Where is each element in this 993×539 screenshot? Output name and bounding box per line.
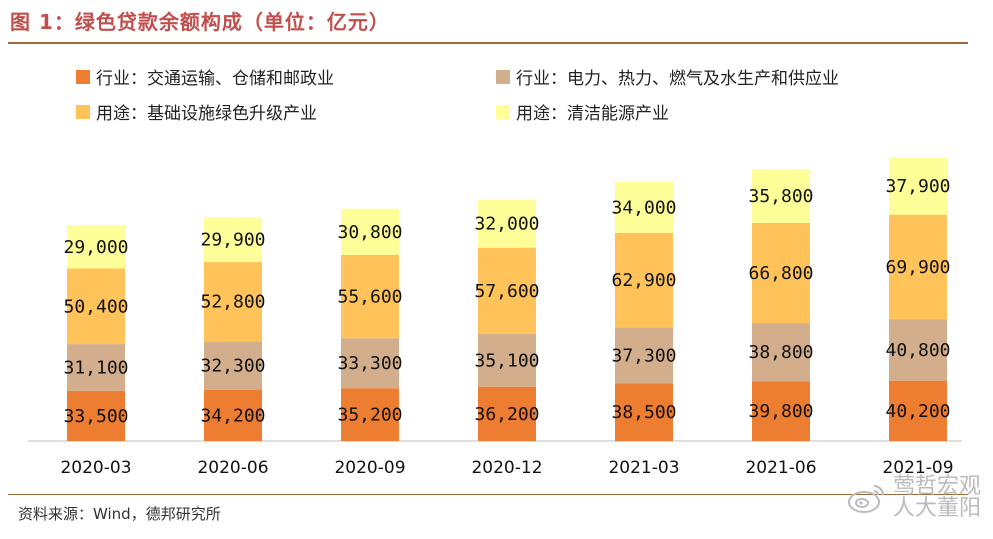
bar-power-2020-12 [478,334,536,387]
bar-infrastructure-2020-09 [341,254,399,339]
data-label-clean-energy-2021-09: 37,900 [885,176,950,197]
bar-transport-2020-03 [67,390,125,441]
x-tick-label-2021-09: 2021-09 [882,458,953,478]
source-note: 资料来源：Wind，德邦研究所 [18,505,221,523]
data-label-transport-2021-09: 40,200 [885,401,950,422]
data-label-power-2021-09: 40,800 [885,340,950,361]
legend-label-clean-energy: 用途：清洁能源产业 [516,104,669,124]
legend-label-power: 行业：电力、热力、燃气及水生产和供应业 [516,69,839,89]
data-label-power-2021-03: 37,300 [611,345,676,366]
legend-item-infrastructure: 用途：基础设施绿色升级产业 [76,99,317,124]
data-label-clean-energy-2021-06: 35,800 [748,186,813,207]
bar-power-2020-06 [204,341,262,390]
legend-item-power: 行业：电力、热力、燃气及水生产和供应业 [496,64,839,89]
legend-swatch-power [496,69,510,84]
legend-item-transport: 行业：交通运输、仓储和邮政业 [76,64,334,89]
bar-clean-energy-2021-06 [752,169,810,223]
bar-transport-2021-03 [615,383,673,441]
data-label-transport-2020-09: 35,200 [337,405,402,426]
data-label-infrastructure-2020-09: 55,600 [337,287,402,308]
data-label-clean-energy-2020-12: 32,000 [474,214,539,235]
legend-label-infrastructure: 用途：基础设施绿色升级产业 [96,104,317,124]
data-label-clean-energy-2020-09: 30,800 [337,222,402,243]
data-label-power-2020-12: 35,100 [474,350,539,371]
bar-infrastructure-2020-06 [204,262,262,342]
data-label-power-2021-06: 38,800 [748,342,813,363]
legend-swatch-clean-energy [496,104,510,119]
data-label-transport-2020-12: 36,200 [474,404,539,425]
data-label-transport-2020-03: 33,500 [63,406,128,427]
bar-infrastructure-2020-03 [67,268,125,345]
bar-transport-2020-09 [341,388,399,441]
data-label-clean-energy-2021-03: 34,000 [611,197,676,218]
data-label-infrastructure-2021-06: 66,800 [748,263,813,284]
data-label-transport-2020-06: 34,200 [200,405,265,426]
data-label-transport-2021-03: 38,500 [611,402,676,423]
x-tick-label-2020-09: 2020-09 [334,458,405,478]
bar-transport-2021-06 [752,381,810,441]
data-label-power-2020-03: 31,100 [63,357,128,378]
data-label-infrastructure-2020-06: 52,800 [200,292,265,313]
bar-power-2021-06 [752,323,810,382]
data-label-infrastructure-2020-03: 50,400 [63,296,128,317]
top-divider [8,42,968,44]
data-label-infrastructure-2021-09: 69,900 [885,257,950,278]
data-label-clean-energy-2020-03: 29,000 [63,237,128,258]
bar-infrastructure-2021-09 [889,214,947,320]
bottom-divider [8,494,968,495]
x-tick-label-2020-03: 2020-03 [60,458,131,478]
bar-clean-energy-2020-12 [478,199,536,248]
legend-label-transport: 行业：交通运输、仓储和邮政业 [96,69,334,89]
data-label-clean-energy-2020-06: 29,900 [200,230,265,251]
legend-item-clean-energy: 用途：清洁能源产业 [496,99,669,124]
data-label-infrastructure-2021-03: 62,900 [611,270,676,291]
data-label-transport-2021-06: 39,800 [748,401,813,422]
x-tick-label-2021-06: 2021-06 [745,458,816,478]
bar-power-2020-03 [67,344,125,391]
bar-clean-energy-2020-03 [67,225,125,269]
x-tick-label-2020-06: 2020-06 [197,458,268,478]
bar-transport-2020-06 [204,389,262,441]
data-label-power-2020-06: 32,300 [200,355,265,376]
bar-transport-2020-12 [478,386,536,441]
data-label-power-2020-09: 33,300 [337,353,402,374]
watermark-line1: 莺哲宏观 [892,474,981,499]
watermark-line2: 人大董阳 [892,496,981,521]
bar-clean-energy-2020-09 [341,208,399,255]
bar-transport-2021-09 [889,380,947,441]
chart-title: 图 1：绿色贷款余额构成（单位：亿元） [10,10,390,34]
bar-infrastructure-2021-06 [752,222,810,324]
legend-swatch-infrastructure [76,104,90,119]
bar-clean-energy-2021-03 [615,181,673,233]
bar-power-2020-09 [341,338,399,389]
bar-clean-energy-2020-06 [204,217,262,263]
bar-infrastructure-2021-03 [615,232,673,328]
bar-power-2021-09 [889,319,947,381]
x-tick-label-2020-12: 2020-12 [471,458,542,478]
bar-clean-energy-2021-09 [889,157,947,215]
bar-infrastructure-2020-12 [478,247,536,335]
watermark: 莺哲宏观 人大董阳 [847,476,981,520]
bar-power-2021-03 [615,327,673,384]
data-label-infrastructure-2020-12: 57,600 [474,281,539,302]
legend-swatch-transport [76,69,90,84]
weibo-icon [847,485,884,513]
x-tick-label-2021-03: 2021-03 [608,458,679,478]
